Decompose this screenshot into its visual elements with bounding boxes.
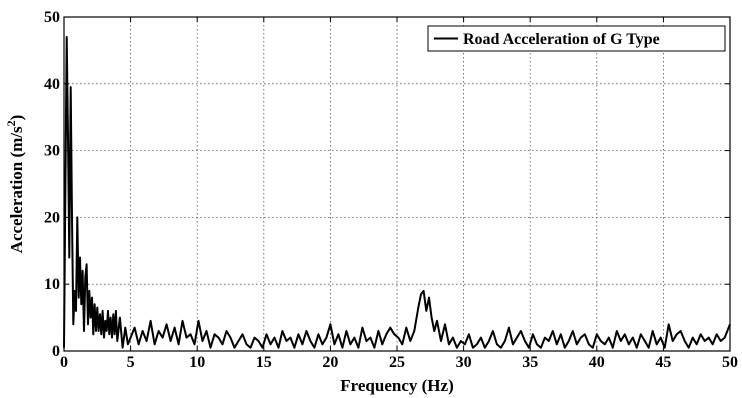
grid-lines [64,17,730,351]
y-axis-title: Acceleration (m/s2) [4,115,26,254]
y-tick-label: 20 [44,209,60,226]
x-tick-label: 30 [456,354,472,371]
y-axis-title-superscript: 2 [4,120,18,126]
x-tick-label: 35 [522,354,538,371]
y-axis-title-main: Acceleration (m/s [7,126,26,253]
y-tick-label: 40 [44,76,60,93]
series-layer [63,36,731,349]
x-tick-label: 50 [722,354,738,371]
x-tick-label: 10 [189,354,205,371]
x-axis-title: Frequency (Hz) [340,376,453,395]
y-tick-label: 30 [44,143,60,160]
y-tick-label: 50 [44,9,60,26]
legend-label: Road Acceleration of G Type [463,31,660,48]
x-tick-label: 40 [589,354,605,371]
x-tick-label: 5 [127,354,135,371]
x-tick-label: 25 [389,354,405,371]
x-tick-label: 45 [655,354,671,371]
legend-box [427,25,726,52]
y-tick-label: 10 [44,276,60,293]
y-tick-label: 0 [52,343,60,360]
y-axis-title-close: ) [7,115,26,121]
legend: Road Acceleration of G Type [427,25,726,52]
tick-label-layer: 0 5 10 15 20 25 30 35 40 45 50 0 10 20 30 40 50 [44,9,738,371]
x-tick-label: 0 [60,354,68,371]
plot-frame [63,16,731,352]
tick-layer [63,16,731,352]
x-tick-label: 15 [256,354,272,371]
x-tick-label: 20 [322,354,338,371]
series-line [63,36,731,349]
